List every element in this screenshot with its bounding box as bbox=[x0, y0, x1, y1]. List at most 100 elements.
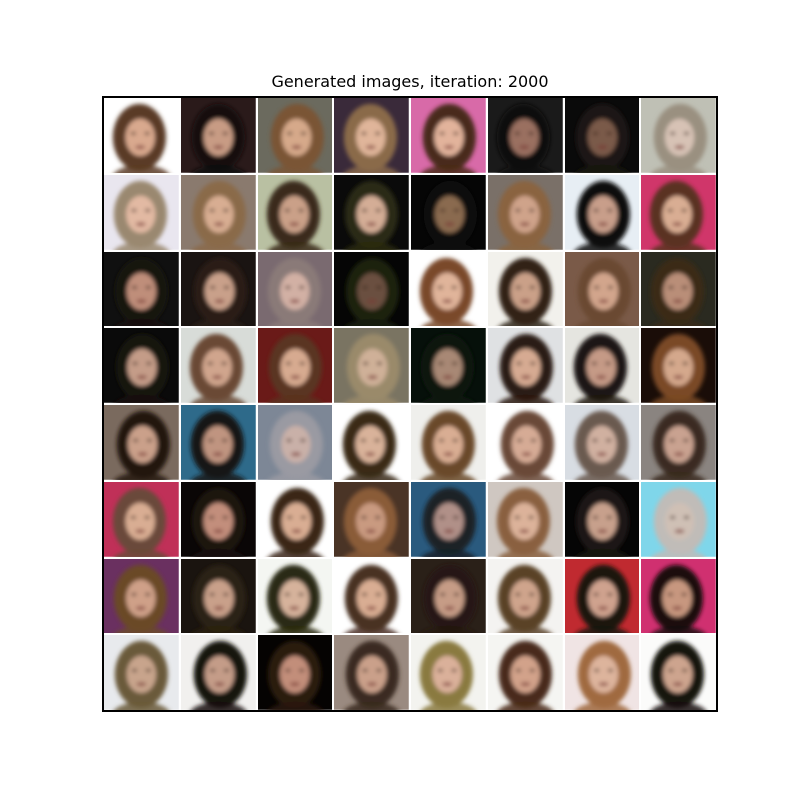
generated-face-tile bbox=[411, 558, 486, 634]
face-image bbox=[411, 174, 486, 250]
generated-face-tile bbox=[411, 635, 486, 710]
generated-face-tile bbox=[487, 635, 563, 710]
generated-face-tile bbox=[411, 98, 486, 173]
face-image bbox=[257, 251, 333, 327]
generated-face-tile bbox=[641, 558, 716, 634]
face-image bbox=[257, 481, 333, 557]
generated-face-tile bbox=[334, 98, 409, 173]
face-image bbox=[180, 251, 256, 327]
generated-face-tile bbox=[334, 558, 409, 634]
generated-face-tile bbox=[334, 328, 409, 403]
generated-face-tile bbox=[257, 328, 333, 403]
generated-face-tile bbox=[104, 481, 179, 557]
generated-face-tile bbox=[257, 174, 333, 250]
generated-face-tile bbox=[104, 251, 179, 327]
face-image bbox=[334, 481, 409, 557]
generated-face-tile bbox=[487, 251, 563, 327]
face-image bbox=[334, 635, 409, 710]
face-image bbox=[564, 328, 640, 403]
face-image bbox=[411, 481, 486, 557]
generated-face-tile bbox=[180, 405, 256, 480]
generated-face-tile bbox=[257, 558, 333, 634]
generated-face-tile bbox=[411, 328, 486, 403]
face-image bbox=[411, 405, 486, 480]
face-image bbox=[257, 174, 333, 250]
generated-face-tile bbox=[104, 405, 179, 480]
image-grid bbox=[102, 96, 718, 712]
face-image bbox=[487, 635, 563, 710]
face-image bbox=[180, 558, 256, 634]
generated-face-tile bbox=[641, 405, 716, 480]
generated-face-tile bbox=[334, 635, 409, 710]
face-image bbox=[334, 558, 409, 634]
face-image bbox=[104, 635, 179, 710]
face-image bbox=[257, 405, 333, 480]
generated-face-tile bbox=[411, 481, 486, 557]
face-image bbox=[487, 481, 563, 557]
generated-face-tile bbox=[257, 98, 333, 173]
generated-face-tile bbox=[487, 174, 563, 250]
generated-face-tile bbox=[564, 558, 640, 634]
generated-face-tile bbox=[564, 328, 640, 403]
generated-face-tile bbox=[641, 481, 716, 557]
generated-face-tile bbox=[104, 328, 179, 403]
generated-face-tile bbox=[564, 405, 640, 480]
generated-face-tile bbox=[334, 174, 409, 250]
generated-face-tile bbox=[641, 98, 716, 173]
generated-face-tile bbox=[180, 98, 256, 173]
face-image bbox=[487, 174, 563, 250]
generated-face-tile bbox=[334, 481, 409, 557]
generated-face-tile bbox=[487, 558, 563, 634]
face-image bbox=[104, 328, 179, 403]
generated-face-tile bbox=[104, 558, 179, 634]
generated-face-tile bbox=[104, 98, 179, 173]
face-image bbox=[487, 558, 563, 634]
face-image bbox=[641, 251, 716, 327]
generated-face-tile bbox=[564, 635, 640, 710]
face-image bbox=[180, 481, 256, 557]
generated-face-tile bbox=[180, 635, 256, 710]
face-image bbox=[487, 328, 563, 403]
generated-face-tile bbox=[180, 328, 256, 403]
face-image bbox=[411, 328, 486, 403]
generated-face-tile bbox=[564, 174, 640, 250]
face-image bbox=[641, 174, 716, 250]
generated-face-tile bbox=[564, 481, 640, 557]
generated-face-tile bbox=[104, 174, 179, 250]
generated-face-tile bbox=[564, 251, 640, 327]
generated-face-tile bbox=[180, 481, 256, 557]
face-image bbox=[257, 328, 333, 403]
generated-face-tile bbox=[641, 251, 716, 327]
face-image bbox=[104, 405, 179, 480]
generated-face-tile bbox=[334, 251, 409, 327]
generated-face-tile bbox=[257, 251, 333, 327]
generated-face-tile bbox=[411, 405, 486, 480]
face-image bbox=[487, 98, 563, 173]
face-image bbox=[641, 98, 716, 173]
face-image bbox=[180, 635, 256, 710]
face-image bbox=[104, 558, 179, 634]
generated-face-tile bbox=[257, 635, 333, 710]
face-image bbox=[334, 328, 409, 403]
face-image bbox=[564, 635, 640, 710]
face-image bbox=[487, 405, 563, 480]
face-image bbox=[334, 98, 409, 173]
face-image bbox=[411, 98, 486, 173]
generated-face-tile bbox=[487, 481, 563, 557]
face-image bbox=[180, 405, 256, 480]
face-image bbox=[564, 558, 640, 634]
face-image bbox=[564, 481, 640, 557]
generated-face-tile bbox=[411, 174, 486, 250]
face-image bbox=[564, 98, 640, 173]
face-image bbox=[641, 635, 716, 710]
face-image bbox=[564, 405, 640, 480]
face-image bbox=[180, 174, 256, 250]
face-image bbox=[411, 558, 486, 634]
generated-face-tile bbox=[180, 558, 256, 634]
generated-face-tile bbox=[487, 328, 563, 403]
face-image bbox=[641, 481, 716, 557]
face-image bbox=[334, 405, 409, 480]
generated-face-tile bbox=[104, 635, 179, 710]
face-image bbox=[641, 405, 716, 480]
